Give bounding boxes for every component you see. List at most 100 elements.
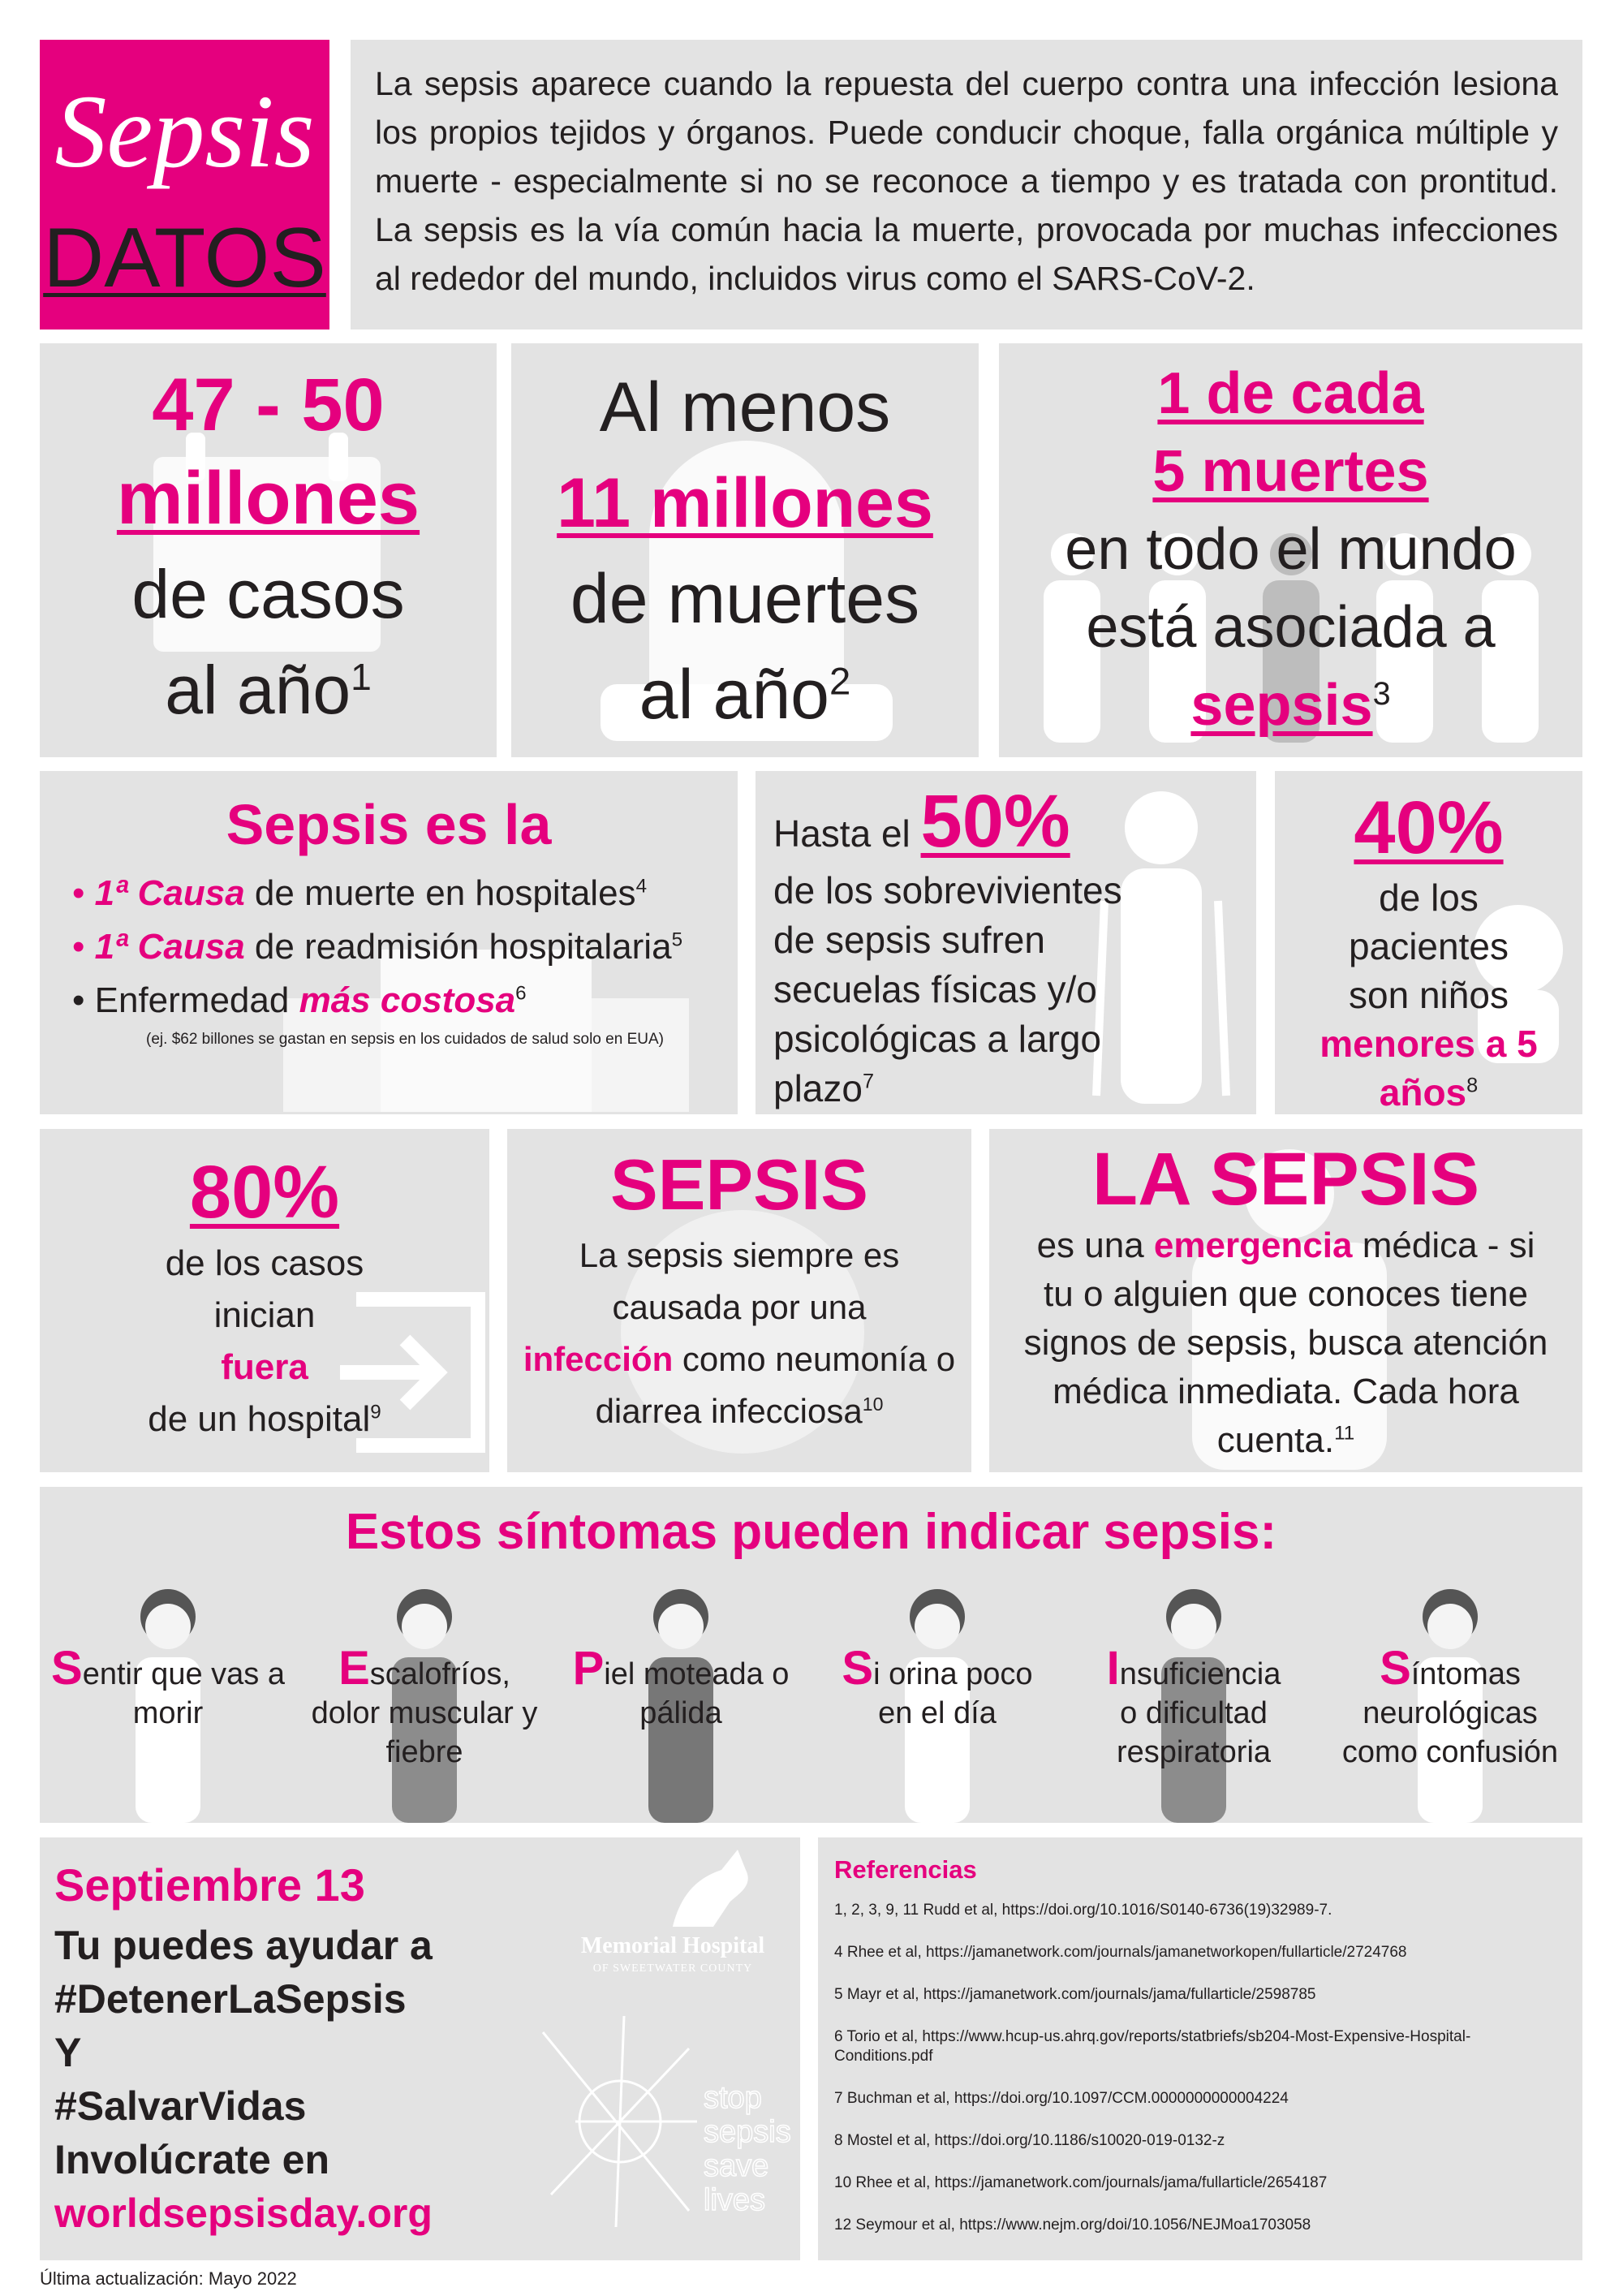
decoration bbox=[905, 1589, 970, 1823]
cases-box: 47 - 50 millones de casos al año1 bbox=[40, 343, 497, 757]
deaths-line: de muertes bbox=[570, 560, 920, 638]
symptom-text: entir que vas a morir bbox=[82, 1657, 285, 1730]
decoration bbox=[1427, 1604, 1473, 1649]
decoration bbox=[1044, 533, 1539, 743]
decoration bbox=[1418, 1589, 1483, 1823]
survivors-box: Hasta el 50% de los sobrevivientes de se… bbox=[756, 771, 1256, 1114]
share-highlight: sepsis bbox=[1190, 673, 1373, 738]
decoration bbox=[541, 2015, 697, 2228]
outside-box: 80% de los casos inician fuera de un hos… bbox=[40, 1129, 489, 1472]
reference: 4 Rhee et al, https://jamanetwork.com/jo… bbox=[834, 1944, 1407, 1961]
outside-number: 80% bbox=[189, 1151, 340, 1234]
campaign-line: Tu puedes ayudar a bbox=[54, 1923, 433, 1968]
child-icon bbox=[1474, 905, 1563, 1063]
reference: 8 Mostel et al, https://doi.org/10.1186/… bbox=[834, 2132, 1225, 2149]
children-highlight: menores a 5 años bbox=[1319, 1023, 1538, 1114]
decoration bbox=[1478, 990, 1559, 1063]
logo-name: Memorial Hospital bbox=[580, 1933, 765, 1958]
cause-text: de readmisión hospitalaria bbox=[254, 927, 672, 967]
decoration bbox=[601, 684, 893, 741]
symptom: Insuficiencia o dificultad respiratoria bbox=[1065, 1487, 1322, 1823]
title-sepsis: Sepsis bbox=[54, 74, 315, 189]
deaths-box: Al menos 11 millones de muertes al año2 bbox=[511, 343, 979, 757]
decoration bbox=[1121, 791, 1202, 1104]
cases-unit: millones bbox=[116, 457, 420, 540]
decoration bbox=[648, 1589, 713, 1823]
decoration bbox=[1418, 1657, 1483, 1823]
campaign-line: Involúcrate en bbox=[54, 2137, 329, 2182]
calendar-icon bbox=[153, 433, 381, 652]
symptom-text: scalofríos, dolor muscular y fiebre bbox=[311, 1657, 538, 1769]
infection-text: La sepsis siempre es causada por una bbox=[579, 1236, 900, 1326]
infection-title: SEPSIS bbox=[610, 1144, 868, 1225]
decoration bbox=[648, 1657, 713, 1823]
ref-number: 9 bbox=[370, 1401, 381, 1424]
decoration bbox=[186, 433, 205, 481]
decoration bbox=[1474, 905, 1563, 994]
share-box: 1 de cada 5 muertes en todo el mundo est… bbox=[999, 343, 1582, 757]
references-box: Referencias 1, 2, 3, 9, 11 Rudd et al, h… bbox=[818, 1837, 1582, 2260]
share-line: está asociada a bbox=[1086, 595, 1496, 660]
cause-text: de muerte en hospitales bbox=[254, 873, 636, 913]
symptom: Síntomas neurológicas como confusión bbox=[1322, 1487, 1578, 1823]
children-text: de los pacientes son niños bbox=[1349, 877, 1509, 1016]
decoration bbox=[356, 1292, 485, 1453]
decoration bbox=[1245, 1149, 1334, 1238]
decoration bbox=[1263, 533, 1319, 743]
emergency-title: LA SEPSIS bbox=[1091, 1138, 1480, 1221]
slogan-word: sepsis bbox=[703, 2114, 791, 2150]
share-line: en todo el mundo bbox=[1065, 517, 1517, 582]
symptom: Sentir que vas a morir bbox=[40, 1487, 296, 1823]
footer: Última actualización: Mayo 2022 bbox=[40, 2268, 297, 2289]
symptom: Escalofríos, dolor muscular y fiebre bbox=[296, 1487, 553, 1823]
causes-note: (ej. $62 billones se gastan en sepsis en… bbox=[146, 1031, 664, 1048]
survivors-number: 50% bbox=[920, 780, 1070, 863]
decoration bbox=[621, 1210, 864, 1454]
symptom-text: i orina poco en el día bbox=[873, 1657, 1033, 1730]
doctor-icon bbox=[1192, 1149, 1387, 1470]
title-datos: DATOS bbox=[43, 211, 326, 305]
people-icon bbox=[1044, 533, 1539, 743]
share-line: 5 muertes bbox=[1152, 439, 1429, 504]
ref-number: 3 bbox=[1372, 676, 1391, 712]
reference: 7 Buchman et al, https://doi.org/10.1097… bbox=[834, 2090, 1289, 2107]
references-title: Referencias bbox=[834, 1855, 977, 1884]
decoration bbox=[915, 1604, 960, 1649]
campaign-line: Y bbox=[54, 2030, 82, 2075]
infection-box: SEPSIS La sepsis siempre es causada por … bbox=[507, 1129, 971, 1472]
decoration bbox=[1161, 1657, 1226, 1823]
tombstone-icon bbox=[601, 441, 893, 741]
campaign-line: #DetenerLaSepsis bbox=[54, 1976, 407, 2022]
slogan-word: lives bbox=[703, 2182, 766, 2218]
causes-box: Sepsis es la • 1ª Causa de muerte en hos… bbox=[40, 771, 738, 1114]
deaths-number: 11 millones bbox=[557, 464, 933, 542]
outside-text: de un hospital bbox=[148, 1399, 371, 1439]
exit-icon bbox=[340, 1292, 485, 1453]
slogan-word: save bbox=[703, 2148, 769, 2184]
cases-line: de casos bbox=[131, 556, 405, 632]
decoration bbox=[905, 1657, 970, 1823]
decoration bbox=[658, 1604, 704, 1649]
ref-number: 5 bbox=[671, 928, 683, 951]
virus-icon bbox=[621, 1210, 864, 1454]
cases-number: 47 - 50 bbox=[152, 364, 385, 446]
ref-number: 1 bbox=[351, 656, 372, 698]
symptom-initial: S bbox=[842, 1642, 874, 1695]
crutches-icon bbox=[1092, 791, 1230, 1104]
children-number: 40% bbox=[1354, 786, 1504, 869]
deaths-line: al año bbox=[639, 656, 829, 734]
reference: 10 Rhee et al, https://jamanetwork.com/j… bbox=[834, 2174, 1328, 2191]
outside-highlight: fuera bbox=[221, 1347, 308, 1387]
share-line: 1 de cada bbox=[1157, 361, 1424, 426]
cause-emphasis: más costosa bbox=[299, 980, 516, 1020]
decoration bbox=[153, 457, 381, 652]
horse-logo bbox=[673, 1850, 748, 1927]
campaign-line: #SalvarVidas bbox=[54, 2083, 307, 2129]
decoration bbox=[145, 1604, 191, 1649]
ref-number: 6 bbox=[515, 982, 527, 1005]
reference: 5 Mayr et al, https://jamanetwork.com/jo… bbox=[834, 1986, 1316, 2003]
emergency-text: médica - si tu o alguien que conoces tie… bbox=[1023, 1226, 1548, 1460]
logo-subtitle: OF SWEETWATER COUNTY bbox=[592, 1962, 753, 1975]
decoration bbox=[136, 1657, 200, 1823]
